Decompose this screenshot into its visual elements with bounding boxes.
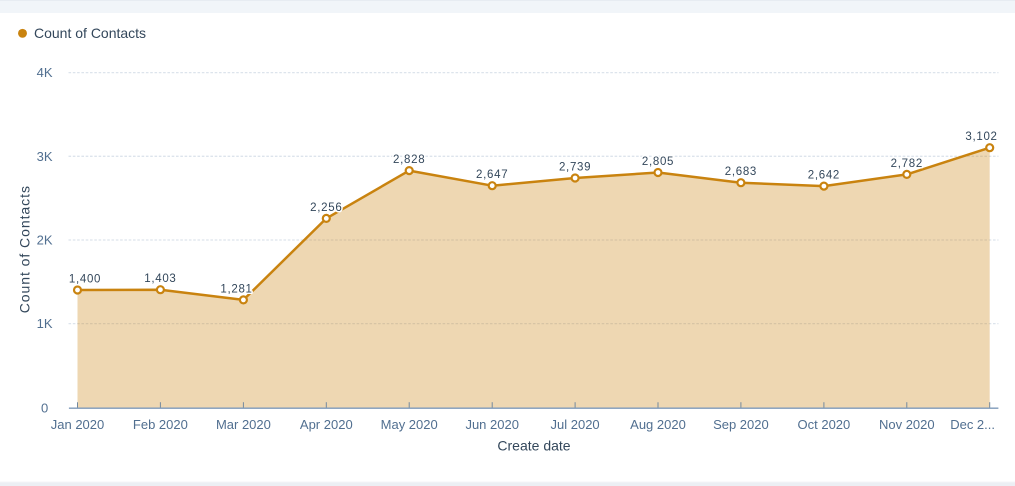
svg-text:Mar 2020: Mar 2020 xyxy=(216,417,271,432)
svg-text:2,647: 2,647 xyxy=(476,169,508,181)
svg-text:Nov 2020: Nov 2020 xyxy=(879,417,935,432)
svg-text:2,739: 2,739 xyxy=(559,162,591,174)
svg-text:May 2020: May 2020 xyxy=(381,417,438,432)
svg-text:2,256: 2,256 xyxy=(310,202,342,214)
svg-text:3K: 3K xyxy=(37,149,53,164)
svg-text:0: 0 xyxy=(41,401,48,416)
svg-text:Create date: Create date xyxy=(497,438,570,454)
svg-text:Jun 2020: Jun 2020 xyxy=(465,417,519,432)
svg-text:2,642: 2,642 xyxy=(808,170,840,182)
svg-text:4K: 4K xyxy=(37,65,53,80)
svg-text:1,400: 1,400 xyxy=(69,274,101,286)
svg-text:Apr 2020: Apr 2020 xyxy=(300,417,353,432)
svg-text:Oct 2020: Oct 2020 xyxy=(798,417,851,432)
svg-text:1K: 1K xyxy=(37,316,53,331)
svg-text:Jan 2020: Jan 2020 xyxy=(51,417,105,432)
svg-text:3,102: 3,102 xyxy=(965,131,997,143)
svg-text:1,403: 1,403 xyxy=(144,273,176,285)
svg-text:2,782: 2,782 xyxy=(891,158,923,170)
svg-text:Aug 2020: Aug 2020 xyxy=(630,417,686,432)
svg-text:2,828: 2,828 xyxy=(393,154,425,166)
svg-text:Count of Contacts: Count of Contacts xyxy=(16,185,32,313)
svg-text:1,281: 1,281 xyxy=(220,283,252,295)
svg-text:2,805: 2,805 xyxy=(642,156,674,168)
svg-text:Dec 2...: Dec 2... xyxy=(950,417,995,432)
svg-text:Sep 2020: Sep 2020 xyxy=(713,417,769,432)
svg-text:Count of Contacts: Count of Contacts xyxy=(34,25,146,41)
svg-text:2K: 2K xyxy=(37,233,53,248)
svg-text:Jul 2020: Jul 2020 xyxy=(551,417,600,432)
svg-text:2,683: 2,683 xyxy=(725,166,757,178)
svg-text:Feb 2020: Feb 2020 xyxy=(133,417,188,432)
